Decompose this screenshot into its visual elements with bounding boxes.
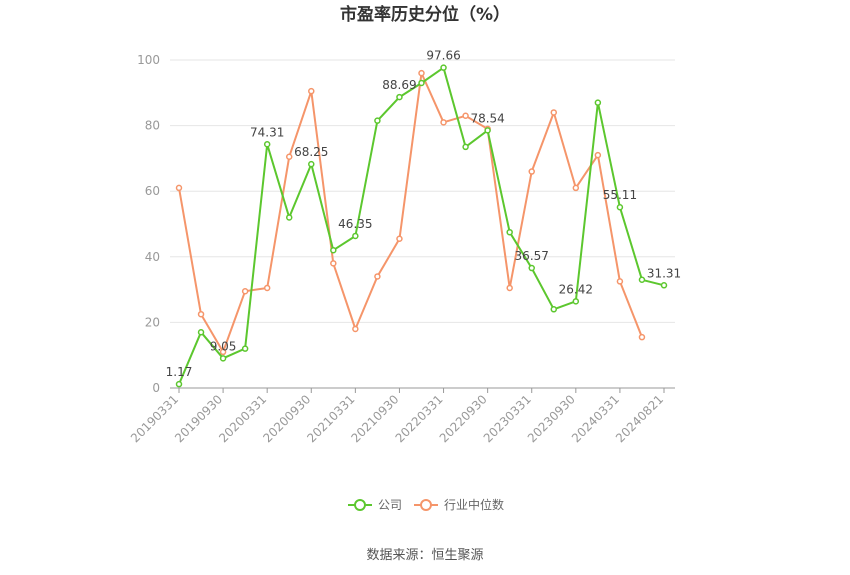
data-point-industry-median	[396, 235, 403, 243]
data-label: 68.25	[294, 145, 328, 159]
data-point-company	[175, 380, 183, 388]
data-point-industry-median	[550, 109, 558, 116]
data-point-company	[462, 143, 469, 151]
x-axis: 2019033120190930202003312020093020210331…	[128, 387, 675, 445]
series-line-company	[178, 66, 665, 385]
data-point-company	[352, 232, 359, 240]
y-tick-label: 100	[137, 53, 160, 67]
data-point-company	[330, 246, 337, 254]
data-point-company	[594, 99, 602, 106]
data-label: 78.54	[470, 111, 504, 125]
data-point-company	[572, 298, 580, 305]
data-label: 74.31	[250, 125, 284, 139]
data-point-industry-median	[352, 325, 359, 333]
data-label: 9.05	[210, 339, 237, 353]
data-point-industry-median	[263, 284, 271, 292]
data-label: 55.11	[603, 188, 637, 202]
data-label: 88.69	[382, 78, 416, 92]
data-point-company	[638, 276, 646, 284]
data-label: 46.35	[338, 217, 372, 231]
data-point-company	[241, 345, 249, 352]
legend-label: 行业中位数	[444, 497, 504, 512]
y-tick-label: 20	[145, 315, 160, 329]
data-point-industry-median	[594, 151, 602, 159]
data-point-industry-median	[462, 112, 469, 120]
data-point-company	[219, 355, 227, 362]
legend-marker	[354, 499, 366, 511]
data-point-industry-median	[330, 260, 337, 267]
x-tick-label: 20240821	[613, 392, 666, 445]
grid-lines	[170, 59, 675, 323]
data-source-note: 数据来源：恒生聚源	[366, 548, 483, 563]
data-point-company	[660, 282, 668, 289]
data-label: 31.31	[647, 266, 681, 280]
data-labels: 1.17 9.05 74.31 68.25 46.35 88.69 97.66 78.54 36…	[166, 49, 682, 379]
data-point-company	[440, 64, 447, 71]
y-tick-label: 0	[152, 381, 160, 395]
data-point-industry-median	[506, 284, 513, 292]
data-point-company	[285, 214, 293, 221]
data-point-industry-median	[308, 87, 315, 95]
data-point-industry-median	[418, 69, 425, 77]
data-point-company	[528, 264, 535, 272]
legend[interactable]: 公司 行业中位数	[348, 497, 504, 512]
y-axis-ticks: 0 20 40 60 80 100	[137, 53, 160, 395]
data-point-industry-median	[572, 184, 580, 192]
y-tick-label: 60	[145, 184, 160, 198]
data-point-industry-median	[219, 348, 227, 356]
data-point-company	[550, 306, 558, 313]
data-point-industry-median	[528, 168, 535, 175]
data-point-company	[197, 328, 205, 336]
data-point-industry-median	[285, 153, 293, 161]
data-point-company	[308, 160, 315, 168]
series-layer	[175, 64, 668, 388]
legend-marker	[420, 499, 432, 511]
data-label: 1.17	[166, 365, 193, 379]
data-point-company	[418, 79, 425, 87]
data-point-company	[484, 127, 491, 134]
legend-label: 公司	[378, 498, 402, 512]
data-point-industry-median	[616, 278, 624, 285]
chart-title: 市盈率历史分位（%）	[340, 4, 510, 25]
series-line-industry-median	[178, 72, 643, 353]
data-point-industry-median	[638, 333, 646, 341]
data-point-company	[374, 117, 381, 124]
data-point-company	[506, 228, 513, 236]
data-label: 36.57	[515, 249, 549, 263]
data-point-company	[616, 203, 624, 211]
y-tick-label: 80	[145, 119, 160, 133]
data-label: 97.66	[426, 49, 460, 63]
data-point-company	[263, 141, 271, 148]
data-point-industry-median	[440, 119, 447, 126]
data-label: 26.42	[559, 282, 593, 296]
data-point-industry-median	[197, 310, 205, 318]
data-point-company	[396, 93, 403, 101]
data-point-industry-median	[374, 273, 381, 280]
y-tick-label: 40	[145, 250, 160, 264]
data-point-industry-median	[241, 287, 249, 295]
data-point-industry-median	[175, 184, 183, 192]
